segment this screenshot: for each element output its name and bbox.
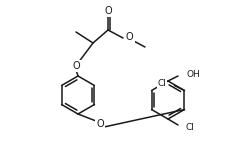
Text: Cl: Cl (157, 79, 166, 88)
Text: OH: OH (186, 70, 200, 78)
Text: O: O (96, 119, 104, 129)
Text: Cl: Cl (185, 123, 194, 132)
Text: O: O (126, 32, 133, 42)
Text: O: O (72, 61, 80, 71)
Text: O: O (104, 6, 111, 16)
